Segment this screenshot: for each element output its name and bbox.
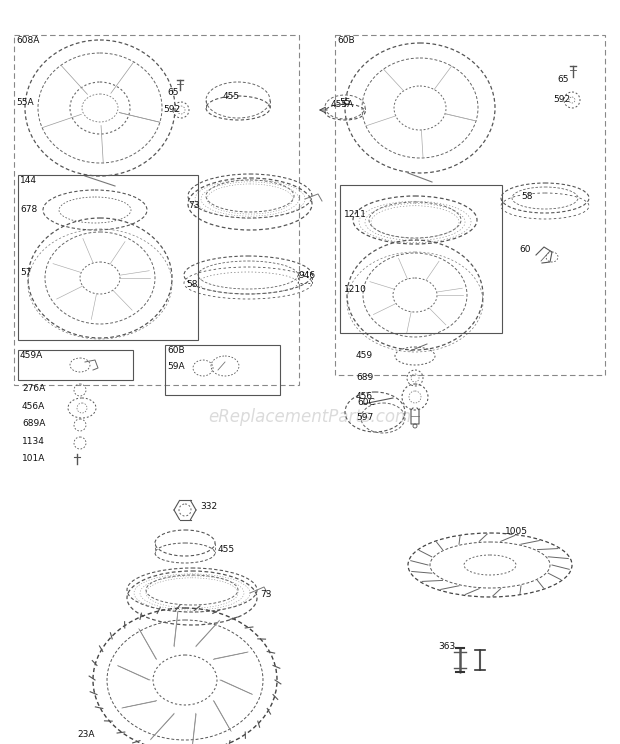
Text: 459A: 459A bbox=[20, 351, 43, 360]
Text: 332: 332 bbox=[200, 502, 217, 511]
Text: 58: 58 bbox=[186, 280, 198, 289]
Text: 1005: 1005 bbox=[505, 527, 528, 536]
Text: 678: 678 bbox=[20, 205, 37, 214]
Text: 73: 73 bbox=[260, 590, 272, 599]
Bar bbox=[335, 35, 605, 375]
Bar bbox=[18, 350, 133, 380]
Text: 689A: 689A bbox=[22, 419, 45, 428]
Text: 60: 60 bbox=[519, 245, 531, 254]
Text: 65: 65 bbox=[557, 75, 569, 84]
Text: 23A: 23A bbox=[77, 730, 94, 739]
Text: 456: 456 bbox=[356, 392, 373, 401]
Text: 455: 455 bbox=[223, 92, 240, 101]
Text: 60C: 60C bbox=[357, 398, 374, 407]
Text: 58: 58 bbox=[521, 192, 533, 201]
Text: 65: 65 bbox=[167, 88, 179, 97]
Text: 592: 592 bbox=[553, 95, 570, 104]
Text: 59A: 59A bbox=[167, 362, 185, 371]
Text: 276A: 276A bbox=[22, 384, 45, 393]
Text: 455: 455 bbox=[218, 545, 235, 554]
Bar bbox=[18, 175, 198, 340]
Text: 101A: 101A bbox=[22, 454, 45, 463]
Text: 455A: 455A bbox=[331, 100, 354, 109]
Text: 1210: 1210 bbox=[344, 285, 367, 294]
Text: eReplacementParts.com: eReplacementParts.com bbox=[208, 408, 412, 426]
Text: 60B: 60B bbox=[167, 346, 185, 355]
Text: 456A: 456A bbox=[22, 402, 45, 411]
Text: 57: 57 bbox=[20, 268, 32, 277]
Text: 363: 363 bbox=[438, 642, 455, 651]
Text: 597: 597 bbox=[356, 413, 373, 422]
Text: 459: 459 bbox=[356, 351, 373, 360]
Bar bbox=[14, 35, 299, 385]
Text: 55: 55 bbox=[339, 98, 350, 107]
Text: 60B: 60B bbox=[337, 36, 355, 45]
Bar bbox=[165, 345, 280, 395]
Text: 946: 946 bbox=[298, 271, 315, 280]
Text: 1134: 1134 bbox=[22, 437, 45, 446]
Text: 144: 144 bbox=[20, 176, 37, 185]
Bar bbox=[298, 272, 312, 283]
Text: 73: 73 bbox=[188, 201, 200, 210]
Text: 55A: 55A bbox=[16, 98, 33, 107]
Text: 592: 592 bbox=[163, 105, 180, 114]
Text: 689: 689 bbox=[356, 373, 373, 382]
Text: 1211: 1211 bbox=[344, 210, 367, 219]
Text: 608A: 608A bbox=[16, 36, 40, 45]
Bar bbox=[340, 185, 502, 333]
